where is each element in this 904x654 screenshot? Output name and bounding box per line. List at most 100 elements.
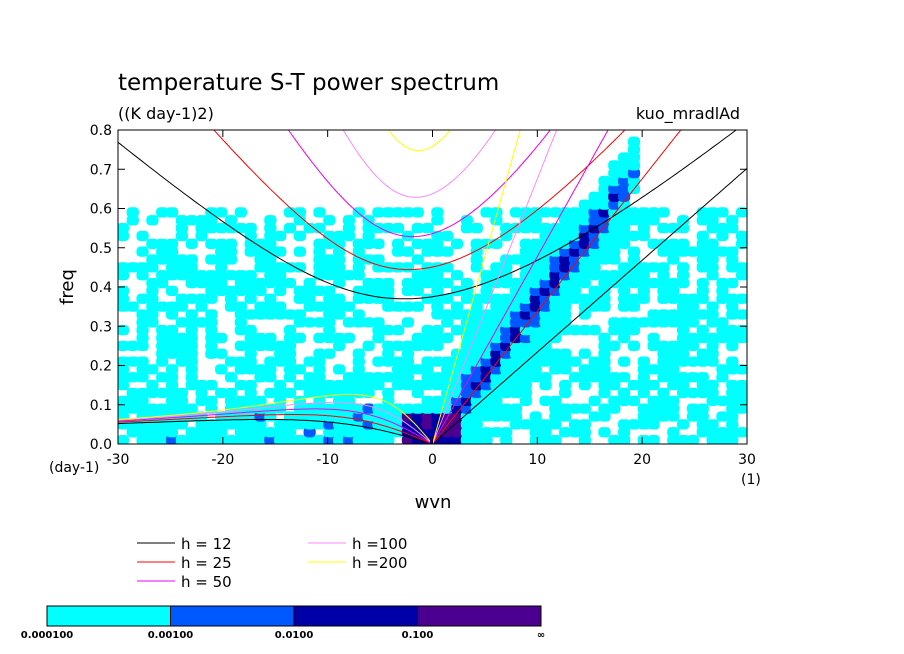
power-cell (480, 427, 493, 438)
power-cell (696, 285, 709, 297)
power-cell (696, 325, 709, 336)
chart-title: temperature S-T power spectrum (118, 70, 499, 96)
power-cell (706, 254, 719, 265)
power-cell (470, 223, 483, 234)
power-cell (568, 419, 582, 430)
power-cell (205, 293, 218, 304)
power-cell (637, 364, 650, 375)
power-cell (667, 348, 680, 359)
power-cell (372, 285, 385, 297)
power-cell (254, 254, 267, 265)
power-cell (568, 427, 582, 438)
power-cell (578, 419, 591, 430)
power-cell (529, 215, 542, 226)
x-tick-label: -30 (107, 452, 130, 468)
power-cell (185, 262, 198, 273)
power-cell (608, 434, 621, 444)
power-cell (667, 427, 680, 438)
power-cell (431, 325, 444, 336)
power-cell (421, 364, 434, 375)
power-cell (372, 372, 385, 383)
power-cell (401, 403, 415, 414)
power-cell (401, 285, 415, 297)
power-cell (618, 372, 631, 383)
power-cell (490, 293, 503, 304)
power-cell (706, 395, 719, 406)
power-cell (480, 207, 493, 218)
power-cell (146, 364, 159, 375)
power-cell (274, 356, 287, 367)
power-cell (118, 380, 130, 391)
power-cell (362, 230, 375, 242)
power-cell (716, 411, 729, 422)
power-cell (608, 372, 621, 383)
power-cell (519, 348, 532, 359)
ig-curve-h12 (118, 130, 737, 300)
power-cell (529, 325, 542, 336)
power-cell (559, 293, 572, 304)
power-cell (588, 230, 601, 242)
power-cell (362, 254, 375, 265)
x-tick-label: 0 (428, 452, 437, 468)
power-cell (529, 419, 542, 430)
power-cell (136, 325, 149, 336)
power-cell (205, 317, 218, 328)
power-cell (529, 293, 542, 304)
power-cell (136, 230, 149, 242)
power-cell (441, 309, 454, 320)
power-cell (333, 301, 346, 312)
power-cell (539, 285, 552, 297)
power-cell (529, 277, 542, 289)
y-tick-label: 0.6 (90, 202, 112, 218)
power-cell (588, 285, 601, 297)
power-cell (568, 285, 582, 297)
power-cell (136, 387, 149, 399)
power-cell (598, 285, 611, 297)
power-cell (126, 427, 139, 438)
power-cell (215, 270, 228, 281)
y-unit-label: (day-1) (49, 460, 99, 476)
power-cell (372, 254, 385, 265)
power-cell (598, 348, 611, 359)
power-cell (519, 325, 532, 336)
power-cell (500, 254, 513, 265)
power-cell (509, 348, 523, 359)
power-cell (490, 262, 503, 273)
power-cell (618, 207, 631, 218)
power-cell (627, 270, 641, 281)
power-cell (146, 238, 159, 249)
power-cell (165, 285, 179, 297)
power-cell (195, 380, 208, 391)
power-cell (578, 199, 591, 210)
power-cell (342, 230, 356, 242)
kelvin-curve-h50 (432, 130, 609, 444)
power-cell (519, 332, 532, 344)
power-cell (244, 277, 257, 289)
power-cell (627, 380, 641, 391)
power-cell (716, 223, 729, 234)
power-cell (568, 215, 582, 226)
power-cell (627, 144, 641, 155)
power-cell (146, 285, 159, 297)
power-cell (303, 293, 316, 304)
power-cell (126, 301, 139, 312)
power-cell (401, 372, 415, 383)
power-cell (686, 317, 700, 328)
power-cell (578, 270, 591, 281)
power-cell (618, 175, 631, 187)
x-tick-label: 10 (528, 452, 546, 468)
power-cell (333, 230, 346, 242)
power-cell (401, 262, 415, 273)
power-cell (549, 356, 562, 367)
power-cell (372, 277, 385, 289)
power-cell (175, 215, 188, 226)
x-tick-label: -20 (211, 452, 234, 468)
power-cell (401, 317, 415, 328)
power-cell (490, 348, 503, 359)
power-cell (264, 270, 277, 281)
power-cell (608, 191, 621, 202)
power-cell (608, 238, 621, 249)
power-cell (205, 332, 218, 344)
power-cell (559, 254, 572, 265)
power-cell (254, 262, 267, 273)
